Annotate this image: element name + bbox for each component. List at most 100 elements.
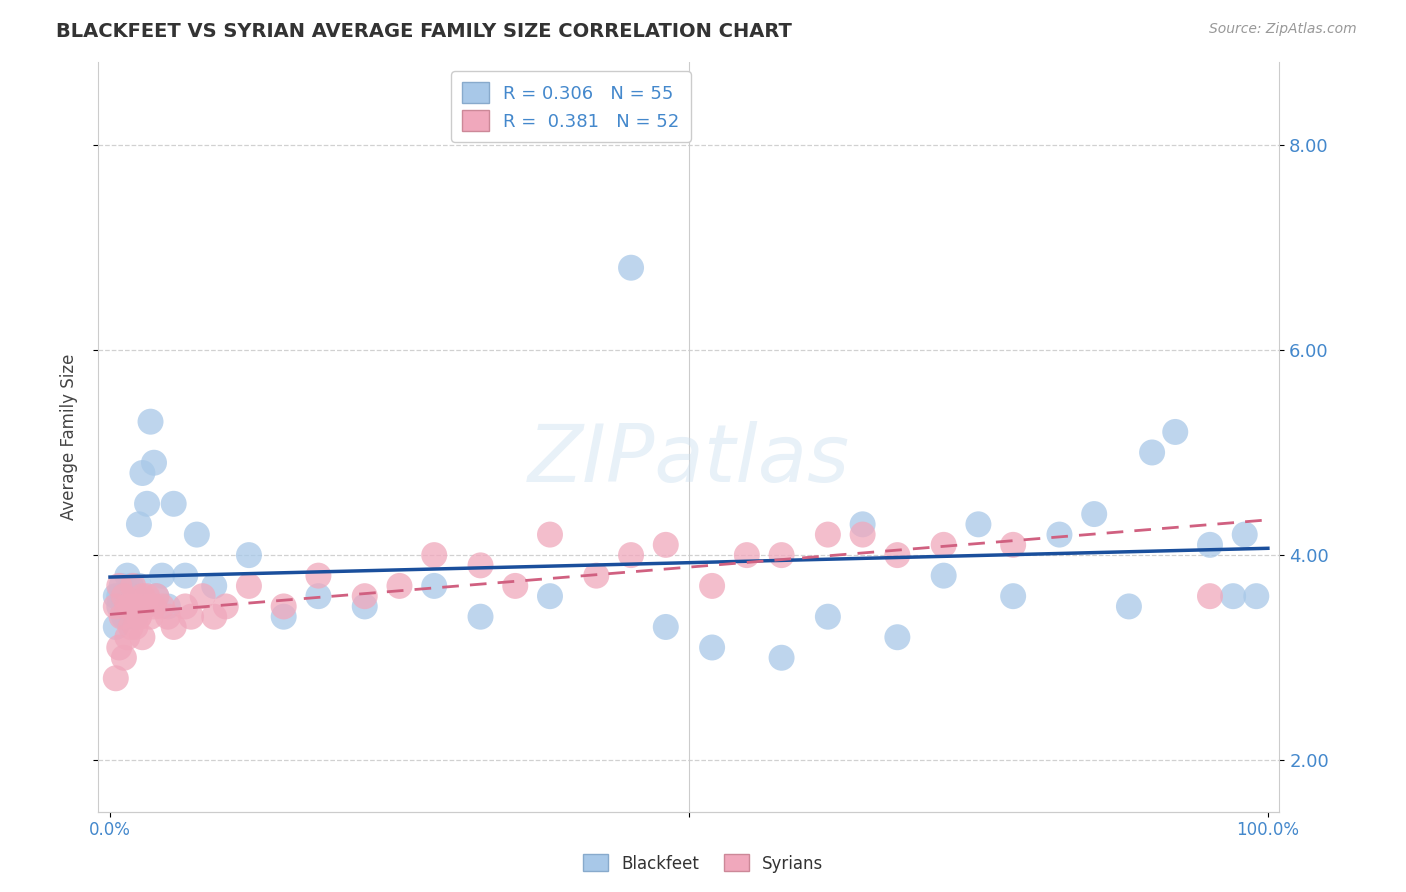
Point bbox=[122, 589, 145, 603]
Point bbox=[817, 609, 839, 624]
Point bbox=[423, 548, 446, 562]
Point bbox=[186, 527, 208, 541]
Point bbox=[136, 497, 159, 511]
Point bbox=[700, 640, 723, 655]
Point bbox=[117, 599, 139, 614]
Point bbox=[150, 599, 173, 614]
Point bbox=[1002, 589, 1025, 603]
Point bbox=[156, 609, 179, 624]
Point bbox=[108, 589, 131, 603]
Point bbox=[1199, 538, 1222, 552]
Point bbox=[131, 466, 153, 480]
Legend: Blackfeet, Syrians: Blackfeet, Syrians bbox=[576, 847, 830, 880]
Point bbox=[112, 609, 135, 624]
Point bbox=[238, 548, 260, 562]
Point bbox=[163, 620, 186, 634]
Point bbox=[120, 620, 142, 634]
Point bbox=[120, 599, 142, 614]
Point bbox=[423, 579, 446, 593]
Point bbox=[174, 568, 197, 582]
Point bbox=[538, 527, 561, 541]
Point bbox=[156, 599, 179, 614]
Point bbox=[1002, 538, 1025, 552]
Point bbox=[128, 579, 150, 593]
Point bbox=[104, 589, 127, 603]
Point bbox=[143, 456, 166, 470]
Point bbox=[503, 579, 526, 593]
Point bbox=[117, 609, 139, 624]
Point bbox=[120, 579, 142, 593]
Point bbox=[122, 579, 145, 593]
Point bbox=[145, 589, 167, 603]
Point bbox=[112, 650, 135, 665]
Point bbox=[124, 609, 146, 624]
Point bbox=[886, 630, 908, 644]
Point bbox=[124, 620, 146, 634]
Point bbox=[353, 589, 375, 603]
Point bbox=[353, 599, 375, 614]
Legend: R = 0.306   N = 55, R =  0.381   N = 52: R = 0.306 N = 55, R = 0.381 N = 52 bbox=[451, 71, 690, 142]
Point bbox=[124, 589, 146, 603]
Point bbox=[215, 599, 238, 614]
Point bbox=[388, 579, 411, 593]
Point bbox=[620, 260, 643, 275]
Point bbox=[143, 599, 166, 614]
Point bbox=[700, 579, 723, 593]
Point bbox=[655, 620, 678, 634]
Point bbox=[104, 671, 127, 685]
Point bbox=[131, 599, 153, 614]
Point bbox=[136, 589, 159, 603]
Point bbox=[273, 599, 295, 614]
Point bbox=[150, 568, 173, 582]
Point bbox=[852, 527, 875, 541]
Point bbox=[139, 609, 162, 624]
Point bbox=[655, 538, 678, 552]
Point bbox=[120, 599, 142, 614]
Point bbox=[128, 517, 150, 532]
Text: BLACKFEET VS SYRIAN AVERAGE FAMILY SIZE CORRELATION CHART: BLACKFEET VS SYRIAN AVERAGE FAMILY SIZE … bbox=[56, 22, 792, 41]
Point bbox=[139, 415, 162, 429]
Point bbox=[117, 568, 139, 582]
Point bbox=[620, 548, 643, 562]
Point bbox=[1222, 589, 1244, 603]
Point bbox=[735, 548, 758, 562]
Point bbox=[108, 599, 131, 614]
Point bbox=[585, 568, 607, 582]
Point bbox=[1233, 527, 1256, 541]
Point bbox=[104, 599, 127, 614]
Point bbox=[131, 589, 153, 603]
Point bbox=[108, 579, 131, 593]
Point bbox=[770, 650, 793, 665]
Point bbox=[932, 538, 955, 552]
Point bbox=[932, 568, 955, 582]
Point bbox=[180, 609, 202, 624]
Point bbox=[307, 568, 329, 582]
Point bbox=[238, 579, 260, 593]
Point bbox=[1118, 599, 1140, 614]
Point bbox=[117, 630, 139, 644]
Point bbox=[1246, 589, 1268, 603]
Point bbox=[1164, 425, 1187, 439]
Point bbox=[112, 589, 135, 603]
Point bbox=[470, 558, 492, 573]
Point bbox=[1199, 589, 1222, 603]
Point bbox=[134, 599, 156, 614]
Point bbox=[538, 589, 561, 603]
Point bbox=[817, 527, 839, 541]
Point bbox=[770, 548, 793, 562]
Point bbox=[886, 548, 908, 562]
Point bbox=[1049, 527, 1071, 541]
Point bbox=[1083, 507, 1105, 521]
Point bbox=[124, 599, 146, 614]
Point bbox=[131, 630, 153, 644]
Text: ZIPatlas: ZIPatlas bbox=[527, 420, 851, 499]
Point bbox=[470, 609, 492, 624]
Point bbox=[112, 599, 135, 614]
Point bbox=[110, 579, 132, 593]
Point bbox=[128, 609, 150, 624]
Point bbox=[191, 589, 214, 603]
Point bbox=[852, 517, 875, 532]
Point bbox=[110, 609, 132, 624]
Point bbox=[104, 620, 127, 634]
Point bbox=[307, 589, 329, 603]
